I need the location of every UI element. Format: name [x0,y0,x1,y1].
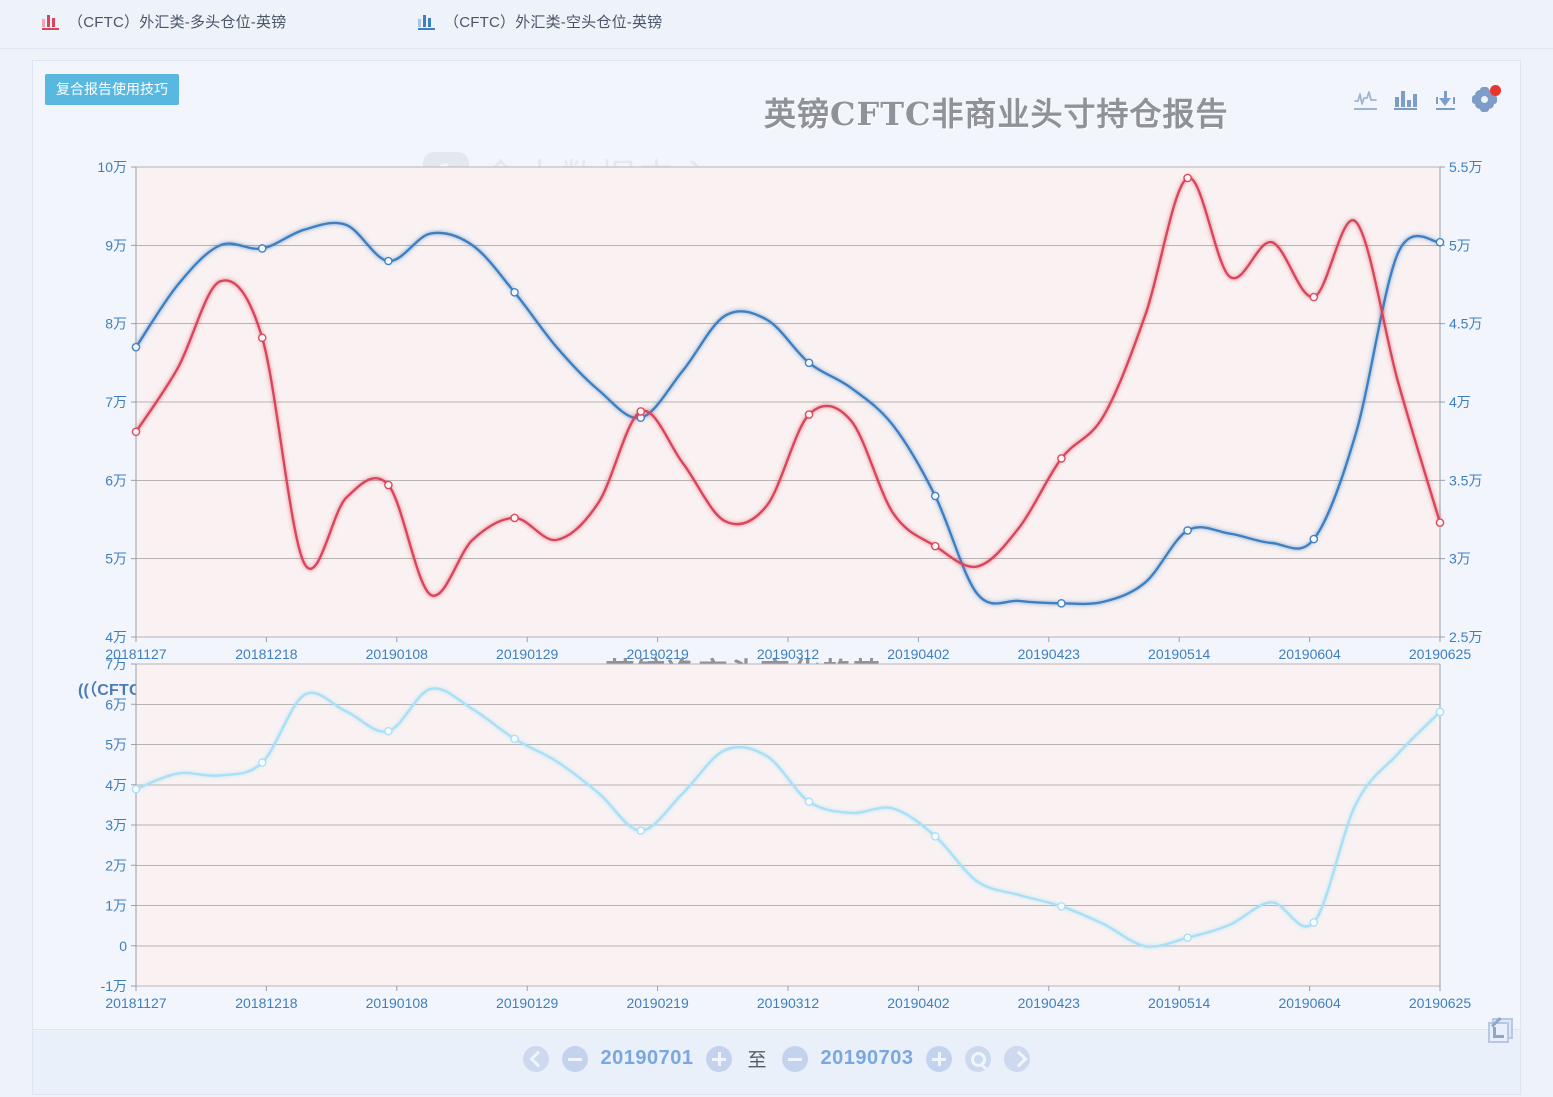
svg-text:5.5万: 5.5万 [1449,159,1482,175]
prev-icon[interactable] [523,1046,549,1072]
svg-text:4.5万: 4.5万 [1449,316,1482,332]
svg-text:-1万: -1万 [101,978,127,994]
legend-item-short[interactable]: （CFTC）外汇类-空头仓位-英镑 [418,11,662,32]
svg-text:10万: 10万 [97,159,127,175]
svg-text:3万: 3万 [1449,551,1471,567]
legend-bar: （CFTC）外汇类-多头仓位-英镑 （CFTC）外汇类-空头仓位-英镑 [0,0,1553,49]
start-date-plus-icon[interactable] [706,1046,732,1072]
svg-text:8万: 8万 [105,316,127,332]
svg-text:5万: 5万 [1449,237,1471,253]
svg-text:20181127: 20181127 [105,995,166,1011]
date-range-separator: 至 [745,1045,768,1072]
svg-text:2万: 2万 [105,857,127,873]
svg-text:4万: 4万 [1449,394,1471,410]
svg-text:20190402: 20190402 [887,995,950,1011]
start-date-value[interactable]: 20190701 [601,1047,694,1070]
svg-text:4万: 4万 [105,777,127,793]
start-date-minus-icon[interactable] [562,1046,588,1072]
date-range-controls: 20190701 至 20190703 [33,1045,1520,1072]
svg-text:7万: 7万 [105,394,127,410]
svg-text:20181218: 20181218 [235,995,298,1011]
svg-text:20190129: 20190129 [496,995,559,1011]
bar-chart-icon [418,14,435,30]
svg-text:7万: 7万 [105,656,127,672]
bar-chart-icon [42,14,59,30]
chart-footer: 20190701 至 20190703 [32,1031,1521,1095]
svg-text:3万: 3万 [105,817,127,833]
line-chart-icon[interactable] [1354,89,1377,112]
net-short-chart-plot[interactable]: -1万 0 1万 2万 3万 4万 5万 6万 7万 20181127 20181218 201901… [78,642,1498,1034]
expand-icon[interactable] [1488,1018,1510,1040]
search-icon[interactable] [965,1046,991,1072]
notification-dot [1490,85,1501,96]
legend-label-long: （CFTC）外汇类-多头仓位-英镑 [68,11,286,32]
bar-chart-icon[interactable] [1394,89,1417,112]
download-icon[interactable] [1434,89,1457,112]
svg-text:20190423: 20190423 [1018,995,1081,1011]
svg-text:5万: 5万 [105,737,127,753]
svg-text:20190108: 20190108 [366,995,429,1011]
legend-label-short: （CFTC）外汇类-空头仓位-英镑 [444,11,662,32]
svg-text:1万: 1万 [105,898,127,914]
svg-text:20190625: 20190625 [1409,995,1472,1011]
gear-icon[interactable] [1474,87,1500,113]
end-date-minus-icon[interactable] [782,1046,808,1072]
end-date-value[interactable]: 20190703 [821,1047,914,1070]
svg-text:0: 0 [119,938,127,954]
svg-text:20190312: 20190312 [757,995,820,1011]
tip-badge[interactable]: 复合报告使用技巧 [45,74,179,105]
svg-text:6万: 6万 [105,472,127,488]
svg-text:9万: 9万 [105,237,127,253]
svg-text:5万: 5万 [105,551,127,567]
svg-text:3.5万: 3.5万 [1449,472,1482,488]
chart-toolbar [1354,87,1500,113]
chart-title-top: 英镑CFTC非商业头寸持仓报告 [764,89,1228,135]
chart-page: （CFTC）外汇类-多头仓位-英镑 （CFTC）外汇类-空头仓位-英镑 复合报告… [0,0,1553,1097]
svg-text:20190604: 20190604 [1278,995,1341,1011]
svg-text:20190219: 20190219 [626,995,689,1011]
chart-card: 复合报告使用技巧 金十数据中心 金十数据中心 英镑CFTC非商业头寸持仓报告 英… [32,60,1521,1030]
next-icon[interactable] [1004,1046,1030,1072]
svg-text:20190514: 20190514 [1148,995,1211,1011]
end-date-plus-icon[interactable] [926,1046,952,1072]
svg-text:6万: 6万 [105,696,127,712]
main-chart-plot[interactable]: 4万5万6万7万8万9万10万2.5万3万3.5万4万4.5万5万5.5万201… [78,145,1498,685]
legend-item-long[interactable]: （CFTC）外汇类-多头仓位-英镑 [42,11,286,32]
